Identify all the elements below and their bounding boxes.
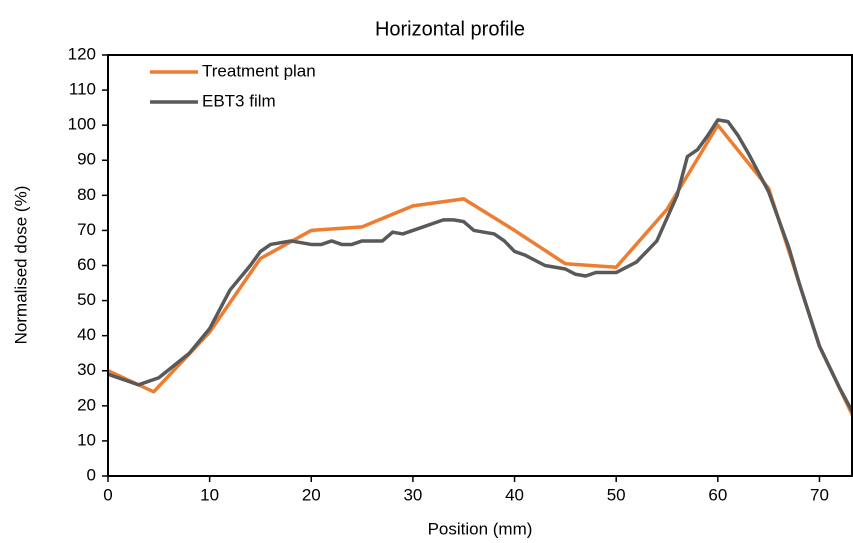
y-tick-label: 120 [68, 44, 96, 63]
y-tick-label: 110 [69, 80, 96, 99]
x-tick-label: 30 [403, 485, 422, 504]
y-axis-label: Normalised dose (%) [11, 186, 30, 345]
legend-label: EBT3 film [202, 91, 276, 110]
x-tick-label: 50 [607, 485, 626, 504]
data-line [107, 118, 853, 414]
y-tick-label: 90 [77, 150, 96, 169]
x-tick-label: 20 [302, 485, 321, 504]
y-tick-label: 50 [77, 290, 96, 309]
y-tick-label: 70 [77, 220, 96, 239]
y-tick-label: 0 [87, 465, 96, 484]
x-tick-label: 60 [708, 485, 727, 504]
x-tick-label: 70 [810, 485, 829, 504]
y-tick-label: 30 [77, 360, 96, 379]
y-tick-label: 20 [77, 395, 96, 414]
x-axis-label: Position (mm) [428, 519, 533, 538]
legend-label: Treatment plan [202, 61, 316, 80]
y-tick-label: 40 [77, 325, 96, 344]
y-tick-label: 100 [68, 115, 96, 134]
chart-title: Horizontal profile [375, 18, 525, 40]
x-tick-label: 10 [200, 485, 219, 504]
x-tick-label: 40 [505, 485, 524, 504]
y-tick-label: 80 [77, 185, 96, 204]
y-tick-label: 10 [77, 430, 96, 449]
x-tick-label: 0 [103, 485, 112, 504]
data-line [107, 123, 853, 418]
y-tick-label: 60 [77, 255, 96, 274]
plot-frame [107, 54, 853, 477]
